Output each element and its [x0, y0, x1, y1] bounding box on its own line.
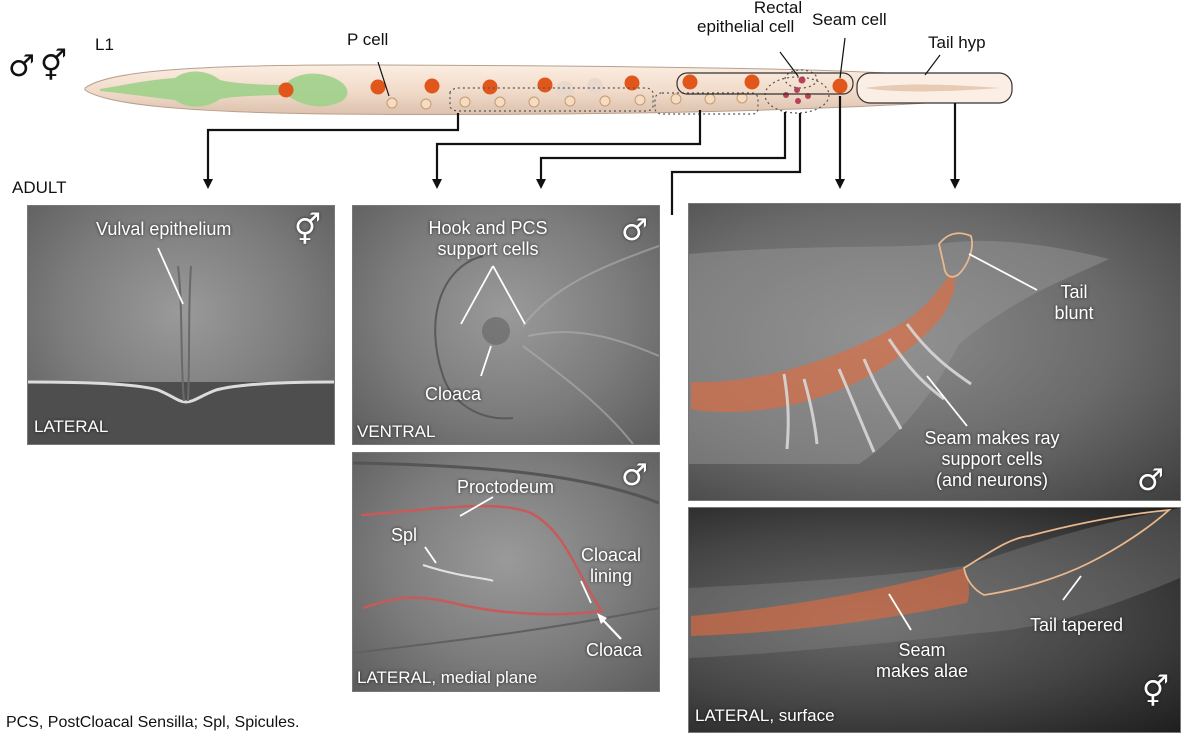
seam-ray-label-line2: support cells	[941, 449, 1043, 469]
male-tail-panel: Tail blunt Seam makes ray support cells …	[688, 203, 1181, 501]
rectal-label-line1: Rectal	[753, 0, 803, 17]
stage-label: L1	[95, 35, 114, 54]
spl-label: Spl	[391, 525, 418, 545]
hermaphrodite-symbol-icon: ⚥	[40, 49, 68, 84]
seam-cells	[278, 74, 848, 98]
p-cells	[386, 92, 748, 110]
seam-alae-label-line2: makes alae	[875, 661, 969, 681]
hook-pcs-label-line1: Hook and PCS	[428, 218, 548, 238]
hermaphrodite-symbol-icon: ⚥	[294, 213, 322, 248]
tail-blunt-label-line2: blunt	[1054, 303, 1094, 323]
seam-ray-label-line3: (and neurons)	[935, 470, 1049, 490]
adult-label: ADULT	[12, 178, 67, 197]
tail-blunt-label-line1: Tail	[1060, 282, 1088, 302]
ventral-panel: Hook and PCS support cells Cloaca ♂ VENT…	[352, 205, 660, 445]
view-label-lateral-surface: LATERAL, surface	[695, 706, 835, 725]
male-symbol-icon: ♂	[8, 49, 35, 84]
view-label-ventral: VENTRAL	[357, 422, 436, 441]
herm-tail-panel: Tail tapered Seam makes alae ⚥ LATERAL, …	[688, 507, 1181, 733]
proctodeum-label: Proctodeum	[457, 477, 555, 497]
hermaphrodite-symbol-icon: ⚥	[1142, 675, 1170, 710]
seam-cell-label: Seam cell	[812, 10, 887, 29]
seam-alae-label-line1: Seam	[898, 640, 946, 660]
cloaca-label: Cloaca	[586, 640, 643, 660]
male-symbol-icon: ♂	[621, 213, 648, 248]
proctodeum-panel: Proctodeum Spl Cloacal lining Cloaca ♂ L…	[352, 452, 660, 692]
cloacal-lining-label-line2: lining	[589, 566, 633, 586]
male-symbol-icon: ♂	[621, 458, 648, 493]
p-cell-label: P cell	[347, 30, 389, 49]
view-label-lateral: LATERAL	[34, 417, 109, 436]
cloacal-lining-label-line1: Cloacal	[580, 545, 642, 565]
view-label-lateral-medial: LATERAL, medial plane	[357, 668, 538, 687]
cloaca-label: Cloaca	[425, 384, 482, 404]
vulval-epithelium-label: Vulval epithelium	[96, 219, 232, 239]
hook-pcs-label-line2: support cells	[437, 239, 539, 259]
male-symbol-icon: ♂	[1137, 463, 1164, 498]
tail-hyp-label: Tail hyp	[928, 33, 986, 52]
seam-ray-label-line1: Seam makes ray	[924, 428, 1060, 448]
l1-schematic	[84, 37, 1013, 215]
tail-tapered-label: Tail tapered	[1030, 615, 1124, 635]
vulva-panel: Vulval epithelium ⚥ LATERAL	[27, 205, 335, 445]
rectal-label-line2: epithelial cell	[697, 17, 795, 36]
pharynx	[100, 71, 348, 107]
footnote: PCS, PostCloacal Sensilla; Spl, Spicules…	[6, 714, 300, 731]
